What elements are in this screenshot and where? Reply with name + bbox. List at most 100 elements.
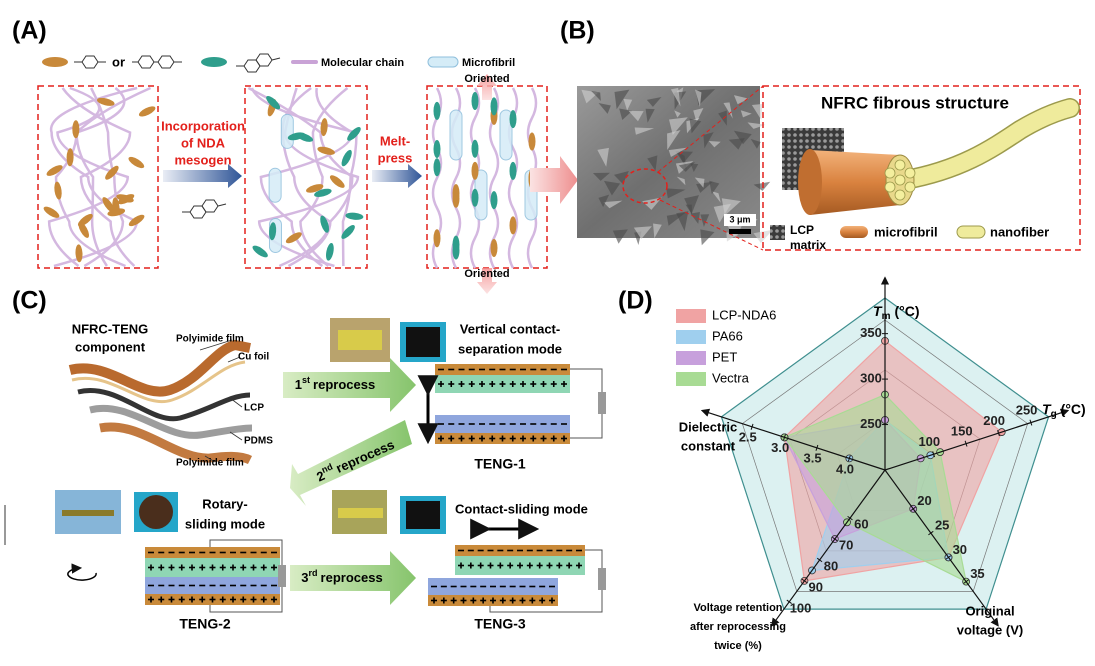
layer-label: PDMS <box>244 436 273 447</box>
zoom-line <box>659 199 764 251</box>
axis-unit: (°C) <box>894 303 919 319</box>
flake <box>628 110 644 122</box>
axis-unit: (°C) <box>1061 401 1086 417</box>
sample <box>406 327 440 357</box>
flake <box>690 163 699 173</box>
legend-swatch <box>770 225 785 240</box>
nanofiber-ends <box>884 159 916 201</box>
panel-label: (C) <box>12 287 47 315</box>
step-label: mesogen <box>174 152 231 167</box>
panel-label: (B) <box>560 17 595 45</box>
tick-label: 100 <box>918 434 940 449</box>
scale-label: 3 μm <box>729 214 750 224</box>
mesogen <box>314 188 332 197</box>
arrow <box>163 164 242 188</box>
flake <box>718 110 727 126</box>
mesogen <box>329 175 345 188</box>
flake <box>633 226 652 240</box>
flake <box>619 108 633 120</box>
legend-or: or <box>112 54 125 69</box>
mesogen <box>116 194 134 203</box>
flake <box>709 180 720 195</box>
biphenyl-icon <box>132 55 182 69</box>
flake <box>690 211 700 224</box>
step-label: Melt- <box>380 133 410 148</box>
tick-mark <box>832 536 838 542</box>
structure-title: NFRC fibrous structure <box>821 93 1009 112</box>
tick-label: 250 <box>1016 403 1038 418</box>
microfibril-end <box>798 149 822 215</box>
mesogen <box>433 101 441 120</box>
mesogen <box>347 127 361 141</box>
axis-symbol: T <box>1042 401 1052 417</box>
microfibril <box>268 167 282 203</box>
legend-label: PET <box>712 349 737 364</box>
tick-label: 150 <box>951 424 973 439</box>
step-label: press <box>378 150 413 165</box>
flake <box>598 194 610 208</box>
tick-mark <box>963 579 969 584</box>
reprocess-label: 1st reprocess <box>295 375 375 392</box>
flake <box>591 90 601 101</box>
axis-title: voltage (V) <box>957 622 1023 637</box>
legend-microfibril: Microfibril <box>462 57 515 69</box>
axis-title: twice (%) <box>714 640 762 652</box>
flake <box>753 181 771 191</box>
arrow <box>372 164 422 188</box>
flake <box>603 180 621 196</box>
teng-device <box>435 364 606 444</box>
tick-mark <box>816 557 823 563</box>
flake <box>700 214 710 227</box>
mesogen <box>97 97 115 106</box>
mesogen-icon <box>42 57 68 67</box>
zoom-box <box>762 85 1081 251</box>
flake <box>667 130 681 151</box>
tick-mark <box>815 444 819 451</box>
mesogen <box>105 165 119 180</box>
mesogen <box>471 188 479 207</box>
tick-mark <box>1029 419 1033 426</box>
oriented-label: Oriented <box>464 268 509 280</box>
flake <box>695 89 702 107</box>
tick-mark <box>847 455 851 462</box>
flake <box>674 110 681 118</box>
mesogen <box>433 158 441 177</box>
mesogen <box>66 148 74 167</box>
flake <box>750 138 761 149</box>
mesogen <box>320 118 328 137</box>
mesogen <box>452 184 460 203</box>
scale-bg <box>724 214 756 226</box>
mesogen <box>433 140 441 159</box>
box-nda <box>244 85 368 269</box>
legend-label: microfibril <box>874 224 938 239</box>
tick-mark <box>786 599 792 604</box>
device-label: TENG-3 <box>474 616 526 632</box>
component-title: NFRC-TENG <box>72 321 149 336</box>
arrow <box>477 268 497 294</box>
axis-title: constant <box>681 438 736 453</box>
reprocess-label: 3rd reprocess <box>301 568 382 585</box>
flake <box>678 162 696 172</box>
axis-subscript: m <box>882 311 891 322</box>
flake <box>726 232 737 242</box>
tick-label: 4.0 <box>836 461 854 476</box>
teng-film <box>68 339 253 465</box>
photo-detail <box>62 510 114 516</box>
flake <box>653 223 662 239</box>
chain <box>47 86 129 267</box>
flake <box>597 147 609 167</box>
axis-symbol: T <box>873 303 883 319</box>
oriented-label: Oriented <box>464 73 509 85</box>
radar-ring <box>741 319 1029 592</box>
naphthalene-icon <box>182 199 227 219</box>
flake <box>592 172 611 181</box>
device-label: TENG-1 <box>474 456 526 472</box>
chains <box>431 87 538 269</box>
legend-swatch <box>956 225 986 239</box>
flake <box>708 140 721 148</box>
flake <box>668 147 688 158</box>
mesogen <box>252 245 268 258</box>
tick-mark <box>997 430 1000 437</box>
tick-mark <box>750 423 754 430</box>
